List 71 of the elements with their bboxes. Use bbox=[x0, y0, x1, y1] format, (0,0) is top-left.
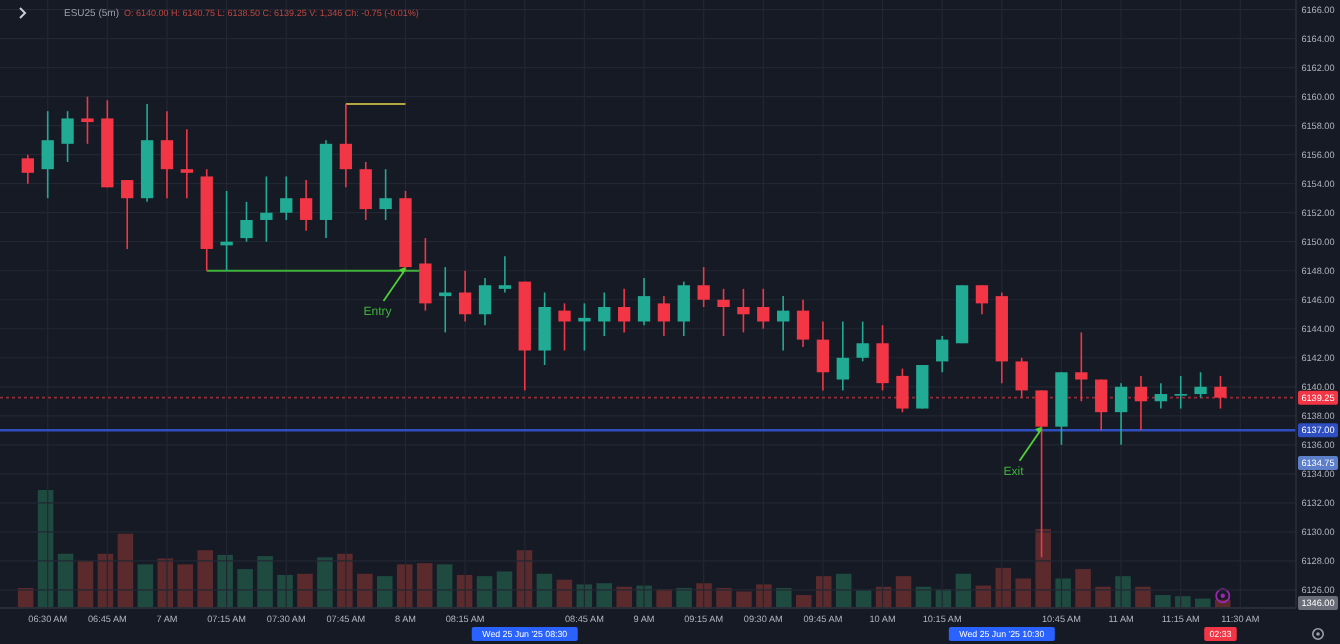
bar bbox=[396, 564, 413, 608]
candlestick bbox=[677, 280, 690, 337]
candlestick bbox=[41, 110, 54, 199]
candlestick bbox=[339, 103, 353, 189]
bar bbox=[377, 576, 393, 608]
candlestick bbox=[836, 320, 849, 392]
candlestick bbox=[1114, 382, 1128, 446]
candlestick bbox=[419, 237, 432, 312]
bar bbox=[795, 595, 812, 608]
candlestick bbox=[637, 277, 651, 326]
candlestick bbox=[81, 95, 94, 145]
candlestick bbox=[876, 324, 889, 392]
candlestick bbox=[697, 266, 710, 308]
candlestick bbox=[737, 288, 750, 334]
candlestick bbox=[21, 153, 34, 185]
bar bbox=[496, 571, 513, 608]
bar bbox=[436, 564, 453, 608]
candlestick bbox=[936, 335, 949, 374]
candlestick bbox=[458, 269, 472, 323]
candlestick bbox=[121, 179, 134, 250]
candlestick bbox=[240, 201, 253, 243]
candlestick bbox=[796, 298, 810, 348]
candlestick bbox=[1015, 356, 1028, 399]
candlestick bbox=[160, 110, 174, 199]
candlestick bbox=[280, 175, 293, 221]
bar bbox=[197, 550, 213, 608]
candlestick bbox=[1075, 331, 1088, 403]
bar bbox=[1015, 578, 1032, 608]
candlestick bbox=[816, 320, 830, 392]
candlestick bbox=[260, 175, 273, 243]
candlestick bbox=[975, 284, 989, 316]
bar bbox=[177, 564, 194, 608]
bar bbox=[1075, 569, 1091, 608]
candlestick bbox=[439, 266, 452, 334]
candlestick bbox=[617, 288, 631, 334]
candlestick bbox=[478, 277, 492, 326]
bar bbox=[137, 564, 154, 608]
candlestick bbox=[558, 302, 571, 352]
bar bbox=[237, 569, 253, 608]
candlestick bbox=[1154, 382, 1167, 410]
candlestick bbox=[657, 295, 671, 337]
bar bbox=[1155, 595, 1171, 608]
candlestick bbox=[856, 320, 869, 363]
candlestick bbox=[359, 161, 372, 221]
bar bbox=[317, 557, 333, 608]
candlestick bbox=[1095, 378, 1108, 432]
bar bbox=[257, 556, 273, 608]
bar bbox=[596, 583, 613, 608]
candlestick bbox=[1194, 371, 1207, 399]
candlestick bbox=[379, 168, 392, 221]
bar bbox=[1035, 528, 1051, 608]
candlestick bbox=[757, 288, 770, 330]
bar bbox=[736, 591, 752, 608]
bar bbox=[416, 563, 433, 608]
candlestick bbox=[916, 364, 929, 410]
candlestick bbox=[180, 128, 194, 199]
candlestick bbox=[1134, 375, 1148, 432]
candlestick bbox=[1174, 375, 1187, 410]
candlestick bbox=[717, 288, 730, 337]
candlestick bbox=[498, 255, 512, 294]
candlestick bbox=[598, 291, 611, 337]
candlestick bbox=[61, 110, 74, 163]
bar bbox=[1175, 596, 1191, 608]
candlestick bbox=[538, 291, 551, 366]
candlestick bbox=[299, 179, 313, 232]
bar bbox=[297, 573, 313, 608]
candlestick bbox=[777, 295, 790, 352]
candlestick bbox=[896, 367, 909, 413]
candlestick bbox=[1214, 375, 1227, 410]
bar bbox=[357, 573, 373, 608]
candlestick bbox=[578, 302, 591, 352]
